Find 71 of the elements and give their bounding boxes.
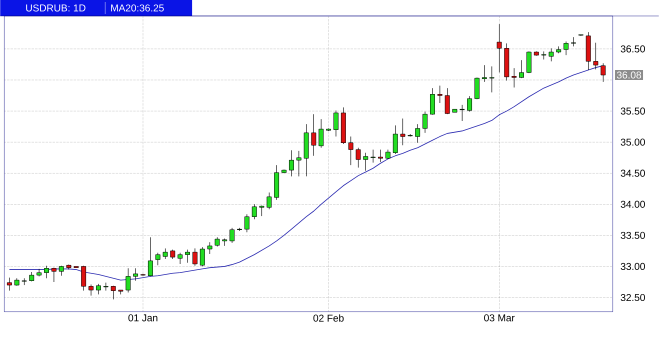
y-tick-label: 34.50 (620, 170, 645, 177)
candlestick (318, 118, 324, 148)
y-tick-label: 35.50 (620, 108, 645, 115)
candlestick (593, 42, 598, 70)
y-tick-label: 33.00 (620, 263, 645, 270)
y-tick-label: 34.00 (620, 200, 645, 208)
candlestick (378, 149, 383, 162)
y-tick-label: 32.50 (620, 294, 645, 302)
candlestick (185, 249, 190, 264)
candlestick (311, 114, 316, 156)
candlestick (133, 268, 138, 282)
candlestick (296, 150, 302, 177)
candlestick (571, 36, 576, 47)
candlestick (162, 248, 168, 260)
candlestick (363, 152, 368, 172)
candlestick (88, 284, 94, 296)
candlestick (244, 214, 250, 233)
candlestick (29, 272, 34, 282)
x-tick-label: 03 Mar (484, 314, 515, 322)
candlestick (430, 88, 435, 116)
candlestick (474, 77, 480, 100)
candlestick (467, 96, 472, 112)
candlestick (356, 148, 361, 168)
candlestick (489, 66, 494, 93)
candlestick (400, 118, 406, 146)
candlestick (482, 64, 487, 82)
chart-title: USDRUB: 1D (26, 4, 86, 12)
candlestick (600, 63, 606, 82)
candlestick (207, 242, 212, 254)
annotation: 36.08 (616, 72, 642, 79)
candlestick (266, 192, 272, 210)
candlestick (214, 237, 220, 247)
candlestick (526, 51, 532, 74)
candlestick (200, 246, 205, 267)
candlestick (110, 286, 116, 300)
candlestick (496, 24, 502, 73)
candlestick (437, 85, 442, 104)
candlestick (512, 68, 517, 88)
candlestick (348, 136, 354, 166)
y-tick-label: 36.50 (620, 45, 645, 53)
candlestick (333, 110, 338, 137)
x-tick-label: 02 Feb (313, 314, 344, 322)
y-tick-label: 35.00 (620, 138, 645, 146)
candlestick (460, 104, 465, 122)
candlestick (170, 249, 176, 260)
text: MA20:36.25 (111, 4, 164, 12)
candlestick (370, 149, 376, 164)
candlestick (422, 111, 428, 134)
candlestick (548, 48, 554, 62)
candlestick (51, 267, 56, 282)
candlestick (155, 252, 160, 266)
candlestick (444, 88, 450, 115)
candlestick (81, 266, 86, 292)
y-tick-label: 33.50 (620, 232, 645, 239)
candlestick (385, 149, 390, 160)
candlestick (230, 228, 235, 244)
candlestick (564, 41, 569, 56)
candlestick (148, 237, 153, 277)
candlestick (6, 277, 12, 292)
candlestick (288, 150, 294, 177)
candlestick (252, 204, 257, 220)
candlestick (392, 125, 398, 154)
candlestick (178, 252, 183, 264)
candlestick (519, 60, 524, 79)
candlestick (259, 205, 264, 216)
candlestick (44, 266, 49, 279)
x-tick-label: 01 Jan (128, 314, 158, 322)
candlestick (96, 284, 101, 295)
candlestick (192, 248, 198, 266)
candlestick (126, 268, 131, 293)
candlestick (415, 124, 420, 144)
